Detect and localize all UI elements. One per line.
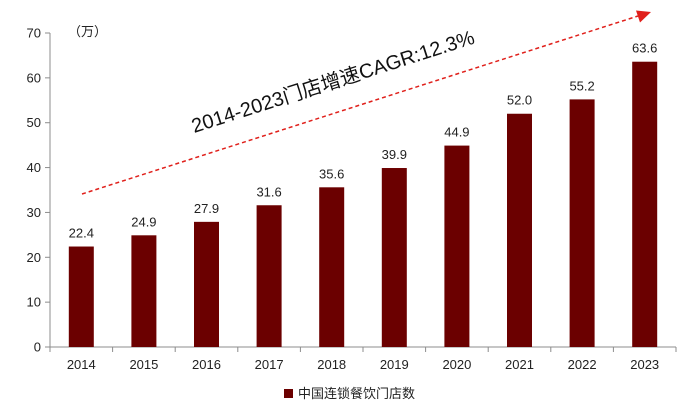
- x-tick-label: 2019: [380, 357, 409, 372]
- x-tick-label: 2021: [505, 357, 534, 372]
- data-labels: 22.4 24.9 27.9 31.6 35.6 39.9 44.9 52.0 55.2 63.6: [69, 41, 658, 241]
- x-tick-label: 2014: [67, 357, 96, 372]
- y-tick-label: 40: [27, 160, 41, 175]
- bar: [632, 61, 658, 348]
- legend-swatch: [284, 389, 293, 398]
- bar-series: [68, 61, 658, 348]
- y-tick-label: 10: [27, 295, 41, 310]
- data-label: 31.6: [256, 184, 281, 199]
- cagr-trend-arrow: [81, 10, 651, 195]
- x-tick-label: 2020: [442, 357, 471, 372]
- bar: [444, 145, 470, 347]
- bar: [319, 187, 345, 347]
- y-tick-label: 0: [34, 340, 41, 355]
- bar: [68, 246, 94, 347]
- data-label: 35.6: [319, 166, 344, 181]
- cagr-annotation: 2014-2023门店增速CAGR:12.3%: [189, 26, 478, 138]
- legend: 中国连锁餐饮门店数: [284, 386, 415, 401]
- bar: [194, 221, 219, 347]
- x-tick-label: 2023: [630, 357, 659, 372]
- y-unit-label: （万）: [68, 24, 107, 39]
- data-label: 22.4: [69, 226, 94, 241]
- x-tick-label: 2022: [568, 357, 597, 372]
- data-label: 63.6: [632, 41, 657, 56]
- bar: [256, 205, 282, 347]
- bar: [507, 113, 532, 347]
- data-label: 52.0: [507, 93, 532, 108]
- bar: [381, 168, 407, 347]
- arrow-head: [636, 10, 651, 23]
- legend-label: 中国连锁餐饮门店数: [298, 386, 415, 401]
- x-tick-label: 2016: [192, 357, 221, 372]
- y-tick-label: 20: [27, 250, 41, 265]
- bar: [569, 99, 595, 347]
- y-tick-label: 60: [27, 70, 41, 85]
- y-axis: 0 10 20 30 40 50 60 70: [27, 26, 51, 355]
- data-label: 55.2: [569, 78, 594, 93]
- x-axis: 2014 2015 2016 2017 2018 2019 2020 2021 2022 2023: [49, 346, 677, 372]
- y-tick-label: 30: [27, 205, 41, 220]
- trend-line: [81, 15, 639, 195]
- x-tick-label: 2018: [317, 357, 346, 372]
- data-label: 27.9: [194, 201, 219, 216]
- y-tick-label: 70: [27, 26, 41, 41]
- bar: [131, 235, 157, 347]
- y-tick-label: 50: [27, 115, 41, 130]
- x-tick-label: 2017: [255, 357, 284, 372]
- data-label: 44.9: [444, 125, 469, 140]
- x-tick-label: 2015: [129, 357, 158, 372]
- data-label: 24.9: [131, 214, 156, 229]
- data-label: 39.9: [382, 147, 407, 162]
